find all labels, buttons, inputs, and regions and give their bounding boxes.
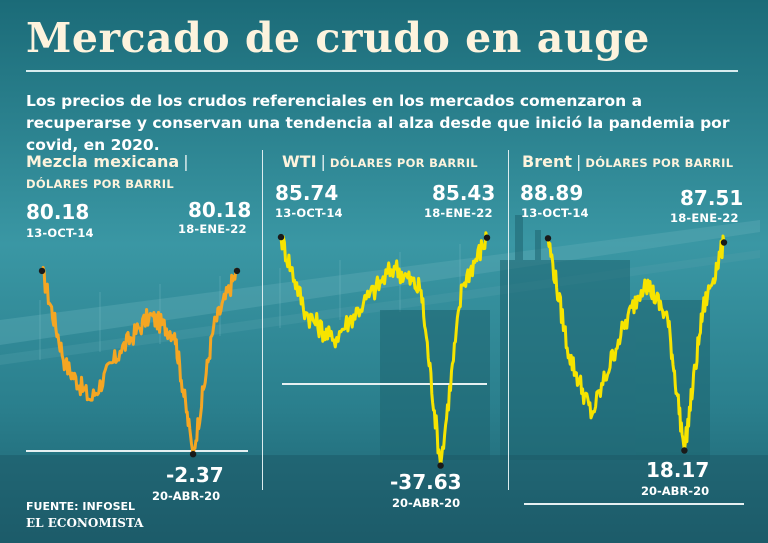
end-date-wti: 18-ENE-22	[424, 206, 493, 220]
panel-unit-brent: DÓLARES POR BARRIL	[585, 156, 734, 170]
start-value-mexicana: 80.18	[26, 200, 90, 224]
panel-header-wti: WTI | DÓLARES POR BARRIL	[282, 152, 478, 171]
page-title: Mercado de crudo en auge	[26, 14, 650, 62]
low-date-mexicana: 20-ABR-20	[152, 489, 221, 503]
baseline-mexicana	[26, 450, 248, 452]
low-date-brent: 20-ABR-20	[641, 484, 710, 498]
series-line-brent	[546, 234, 726, 452]
end-marker-brent	[720, 239, 728, 246]
header-separator: |	[575, 152, 582, 171]
panel-header-brent: Brent | DÓLARES POR BARRIL	[522, 152, 733, 171]
low-date-wti: 20-ABR-20	[392, 496, 461, 510]
header-separator: |	[320, 152, 326, 171]
series-line-wti	[279, 231, 489, 468]
start-value-wti: 85.74	[275, 181, 339, 205]
panel-title-mexicana: Mezcla mexicana	[26, 152, 180, 171]
end-date-brent: 18-ENE-22	[670, 211, 739, 225]
series-line-mexicana	[40, 265, 239, 456]
panel-header-mexicana: Mezcla mexicana |	[26, 152, 193, 171]
baseline-wti	[282, 383, 487, 385]
start-marker-mexicana	[38, 267, 46, 275]
panel-divider	[508, 150, 509, 490]
end-value-mexicana: 80.18	[188, 198, 252, 222]
panel-unit-wti: DÓLARES POR BARRIL	[329, 156, 478, 170]
end-date-mexicana: 18-ENE-22	[178, 222, 247, 236]
header-separator: |	[183, 152, 189, 171]
start-date-brent: 13-OCT-14	[521, 206, 589, 220]
end-marker-mexicana	[233, 267, 241, 275]
low-marker-wti	[437, 462, 444, 469]
source-note: FUENTE: INFOSEL	[26, 500, 136, 513]
baseline-brent	[524, 503, 744, 505]
low-marker-brent	[681, 447, 688, 454]
start-date-mexicana: 13-OCT-14	[26, 226, 94, 240]
low-value-brent: 18.17	[646, 458, 710, 482]
end-value-wti: 85.43	[432, 181, 496, 205]
start-date-wti: 13-OCT-14	[275, 206, 343, 220]
start-marker-brent	[544, 235, 552, 242]
subtitle: Los precios de los crudos referenciales …	[26, 92, 730, 154]
panel-unit-mexicana: DÓLARES POR BARRIL	[26, 177, 174, 191]
publisher-logo: EL ECONOMISTA	[26, 516, 144, 530]
end-marker-wti	[483, 234, 491, 241]
panel-divider	[262, 150, 263, 490]
panel-title-brent: Brent	[522, 152, 572, 171]
start-marker-wti	[277, 233, 285, 241]
end-value-brent: 87.51	[680, 186, 744, 210]
low-marker-mexicana	[189, 451, 197, 458]
low-value-mexicana: -2.37	[166, 463, 224, 487]
low-value-wti: -37.63	[390, 470, 462, 494]
start-value-brent: 88.89	[520, 181, 584, 205]
title-divider	[26, 70, 738, 72]
panel-title-wti: WTI	[282, 152, 317, 171]
